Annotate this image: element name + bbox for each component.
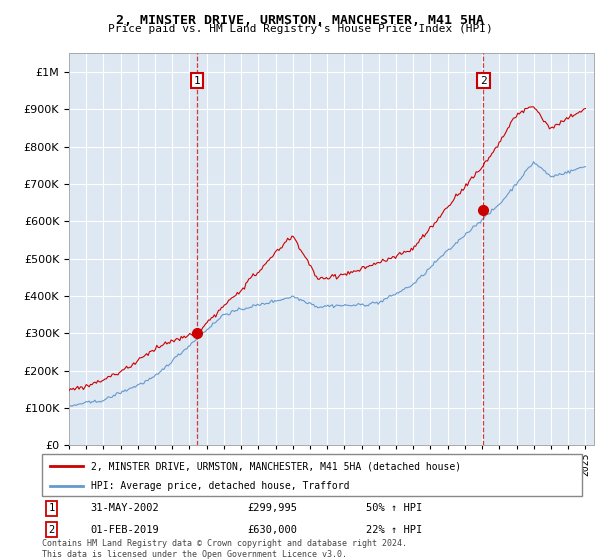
Text: 2, MINSTER DRIVE, URMSTON, MANCHESTER, M41 5HA (detached house): 2, MINSTER DRIVE, URMSTON, MANCHESTER, M… bbox=[91, 461, 461, 471]
Text: 31-MAY-2002: 31-MAY-2002 bbox=[91, 503, 160, 514]
Text: 50% ↑ HPI: 50% ↑ HPI bbox=[366, 503, 422, 514]
Text: 22% ↑ HPI: 22% ↑ HPI bbox=[366, 525, 422, 535]
Text: HPI: Average price, detached house, Trafford: HPI: Average price, detached house, Traf… bbox=[91, 482, 349, 491]
Text: £630,000: £630,000 bbox=[247, 525, 297, 535]
Text: Contains HM Land Registry data © Crown copyright and database right 2024.
This d: Contains HM Land Registry data © Crown c… bbox=[42, 539, 407, 559]
Text: 01-FEB-2019: 01-FEB-2019 bbox=[91, 525, 160, 535]
Text: £299,995: £299,995 bbox=[247, 503, 297, 514]
Text: Price paid vs. HM Land Registry's House Price Index (HPI): Price paid vs. HM Land Registry's House … bbox=[107, 24, 493, 34]
Text: 1: 1 bbox=[49, 503, 55, 514]
FancyBboxPatch shape bbox=[42, 454, 582, 496]
Text: 2: 2 bbox=[480, 76, 487, 86]
Text: 1: 1 bbox=[193, 76, 200, 86]
Text: 2, MINSTER DRIVE, URMSTON, MANCHESTER, M41 5HA: 2, MINSTER DRIVE, URMSTON, MANCHESTER, M… bbox=[116, 14, 484, 27]
Text: 2: 2 bbox=[49, 525, 55, 535]
